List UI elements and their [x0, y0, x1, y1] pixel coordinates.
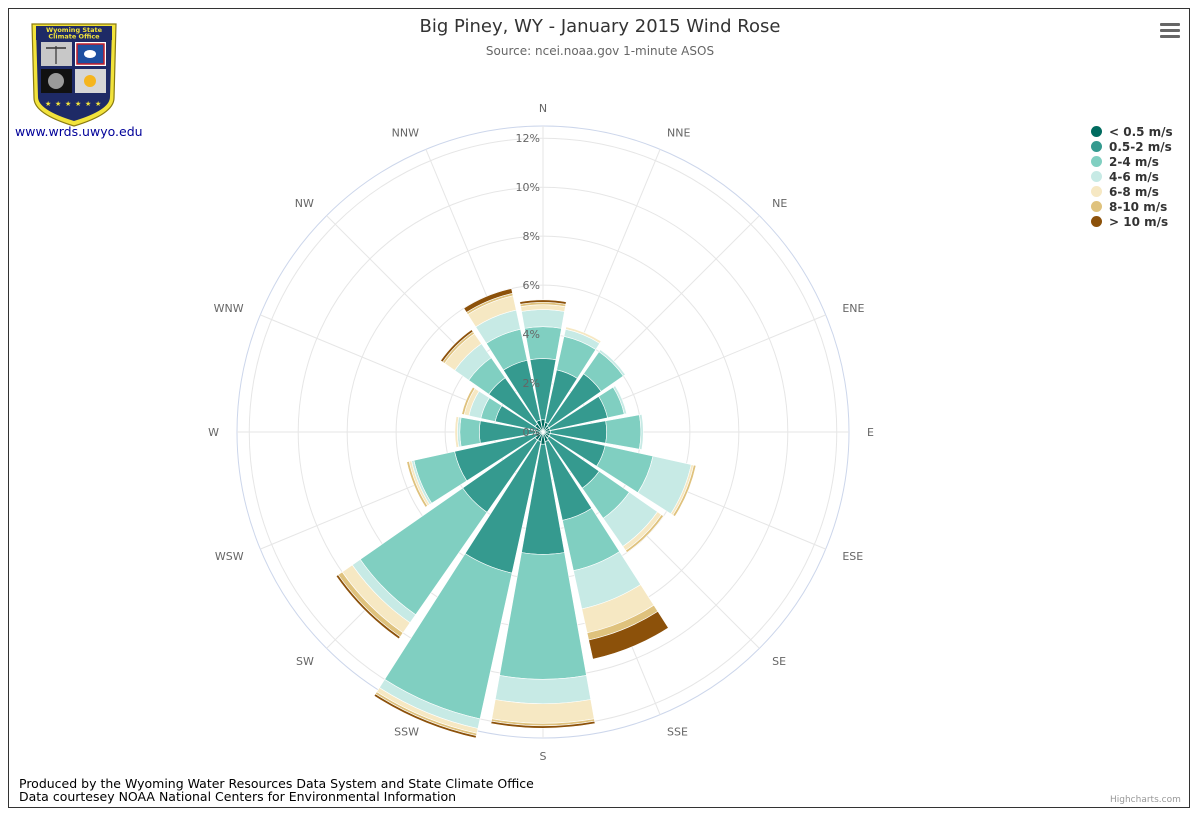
- direction-labels: N NNE NE ENE E ESE SE SSE S SSW SW WSW W WNW NW NNW: [208, 102, 874, 763]
- direction-label-S: S: [540, 750, 547, 763]
- legend-item[interactable]: 6-8 m/s: [1088, 184, 1173, 199]
- radial-tick-label: 8%: [523, 230, 540, 243]
- legend-item[interactable]: 0.5-2 m/s: [1088, 139, 1173, 154]
- svg-text:★: ★: [55, 100, 61, 108]
- svg-text:★: ★: [85, 100, 91, 108]
- direction-label-SW: SW: [296, 655, 314, 668]
- hamburger-menu-icon[interactable]: [1158, 20, 1182, 42]
- legend-marker: [1091, 171, 1102, 182]
- chart-title: Big Piney, WY - January 2015 Wind Rose: [419, 16, 781, 37]
- bar-SSE-series-6[interactable]: [588, 610, 669, 660]
- legend-label: 0.5-2 m/s: [1109, 139, 1172, 154]
- svg-text:★: ★: [65, 100, 71, 108]
- bar-NE-series-3[interactable]: [598, 349, 626, 377]
- chart-subtitle: Source: ncei.noaa.gov 1-minute ASOS: [485, 44, 715, 58]
- bar-SSW-series-6[interactable]: [373, 693, 477, 739]
- bar-ENE-series-3[interactable]: [612, 385, 628, 415]
- legend-label: 2-4 m/s: [1109, 154, 1159, 169]
- wrds-link[interactable]: www.wrds.uwyo.edu: [15, 124, 143, 139]
- radial-tick-label: 6%: [523, 279, 540, 292]
- bar-N-series-6[interactable]: [519, 299, 567, 305]
- radial-tick-label: 12%: [516, 132, 540, 145]
- wind-rose-bars: [335, 288, 697, 739]
- legend-marker: [1091, 216, 1102, 227]
- direction-label-NW: NW: [295, 197, 314, 210]
- legend: < 0.5 m/s 0.5-2 m/s 2-4 m/s 4-6 m/s 6-8 m/s 8…: [1088, 124, 1173, 229]
- direction-label-SSW: SSW: [394, 725, 419, 738]
- direction-label-NNE: NNE: [667, 127, 690, 140]
- logo-banner-line1: Wyoming State: [46, 26, 103, 34]
- footer-line2: Data courtesey NOAA National Centers for…: [19, 789, 457, 804]
- footer: Produced by the Wyoming Water Resources …: [19, 777, 534, 803]
- bar-SE-series-5[interactable]: [625, 514, 664, 553]
- bar-NNE-series-4[interactable]: [565, 326, 602, 344]
- bar-NNW-series-6[interactable]: [463, 288, 513, 313]
- direction-label-NE: NE: [772, 197, 787, 210]
- radial-tick-label: 0%: [523, 426, 540, 439]
- legend-label: 8-10 m/s: [1109, 199, 1168, 214]
- svg-text:★: ★: [95, 100, 101, 108]
- direction-label-NNW: NNW: [392, 127, 419, 140]
- direction-label-N: N: [539, 102, 547, 115]
- direction-label-SE: SE: [772, 655, 786, 668]
- legend-item[interactable]: 2-4 m/s: [1088, 154, 1173, 169]
- bar-E-series-3[interactable]: [639, 414, 644, 450]
- legend-marker: [1091, 126, 1102, 137]
- logo-banner-line2: Climate Office: [48, 33, 100, 41]
- svg-text:★: ★: [75, 100, 81, 108]
- bar-N-series-3[interactable]: [521, 309, 565, 329]
- direction-label-ESE: ESE: [842, 550, 863, 563]
- highcharts-credits[interactable]: Highcharts.com: [1110, 795, 1181, 805]
- radial-tick-label: 10%: [516, 181, 540, 194]
- legend-marker: [1091, 186, 1102, 197]
- legend-item[interactable]: 8-10 m/s: [1088, 199, 1173, 214]
- legend-label: 4-6 m/s: [1109, 169, 1159, 184]
- legend-marker: [1091, 141, 1102, 152]
- radial-tick-label: 2%: [523, 377, 540, 390]
- bar-W-series-2[interactable]: [459, 417, 481, 447]
- legend-marker: [1091, 156, 1102, 167]
- radial-axis-labels: 0% 2% 4% 6% 8% 10% 12%: [516, 132, 540, 439]
- direction-label-SSE: SSE: [667, 725, 688, 738]
- direction-label-E: E: [867, 426, 874, 439]
- direction-label-WNW: WNW: [214, 302, 244, 315]
- bar-SW-series-6[interactable]: [335, 574, 401, 640]
- legend-item[interactable]: 4-6 m/s: [1088, 169, 1173, 184]
- legend-label: < 0.5 m/s: [1109, 124, 1173, 139]
- footer-line1: Produced by the Wyoming Water Resources …: [19, 776, 534, 791]
- direction-label-WSW: WSW: [215, 550, 244, 563]
- bar-E-series-2[interactable]: [605, 414, 642, 450]
- climate-office-logo: Wyoming State Climate Office ★ ★ ★ ★ ★ ★: [31, 23, 117, 127]
- bar-W-series-4[interactable]: [454, 416, 460, 448]
- bar-S-series-6[interactable]: [490, 720, 596, 729]
- direction-label-W: W: [208, 426, 219, 439]
- direction-label-ENE: ENE: [842, 302, 864, 315]
- legend-label: 6-8 m/s: [1109, 184, 1159, 199]
- svg-text:★: ★: [45, 100, 51, 108]
- bar-NW-series-6[interactable]: [440, 329, 474, 363]
- bar-S-series-3[interactable]: [494, 675, 592, 704]
- legend-item[interactable]: > 10 m/s: [1088, 214, 1173, 229]
- radial-tick-label: 4%: [523, 328, 540, 341]
- legend-marker: [1091, 201, 1102, 212]
- bar-WSW-series-5[interactable]: [406, 461, 428, 508]
- bar-WNW-series-5[interactable]: [461, 386, 476, 416]
- legend-item[interactable]: < 0.5 m/s: [1088, 124, 1173, 139]
- bar-ESE-series-5[interactable]: [672, 464, 697, 517]
- legend-label: > 10 m/s: [1109, 214, 1169, 229]
